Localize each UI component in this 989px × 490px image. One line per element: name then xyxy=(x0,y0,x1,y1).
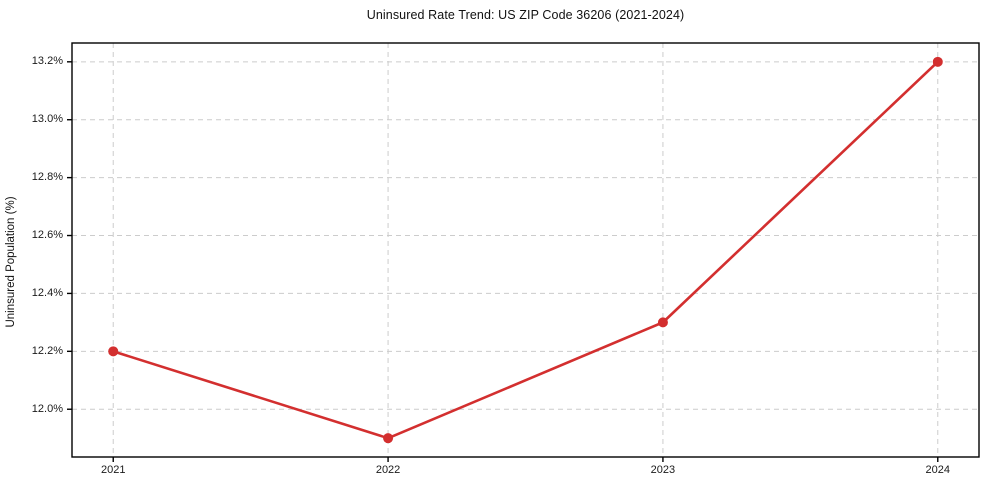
data-point xyxy=(657,317,668,328)
axes-frame xyxy=(71,42,980,458)
y-tick-label: 12.2% xyxy=(31,344,63,357)
y-tick-label: 12.8% xyxy=(31,171,63,184)
y-tick-label: 13.0% xyxy=(31,113,63,126)
data-point xyxy=(108,346,119,357)
trend-line xyxy=(111,60,940,440)
data-point xyxy=(383,433,394,444)
y-tick-label: 12.4% xyxy=(31,286,63,299)
x-tick-label: 2022 xyxy=(375,464,401,476)
y-tick-label: 13.2% xyxy=(31,55,63,68)
y-tick-label: 12.0% xyxy=(31,402,63,415)
x-tick-label: 2024 xyxy=(925,464,951,476)
x-tick-label: 2023 xyxy=(650,464,676,476)
data-point xyxy=(932,56,943,67)
y-tick-label: 12.6% xyxy=(31,229,63,242)
chart-title: Uninsured Rate Trend: US ZIP Code 36206 … xyxy=(366,8,685,22)
x-tick-label: 2021 xyxy=(100,464,126,476)
